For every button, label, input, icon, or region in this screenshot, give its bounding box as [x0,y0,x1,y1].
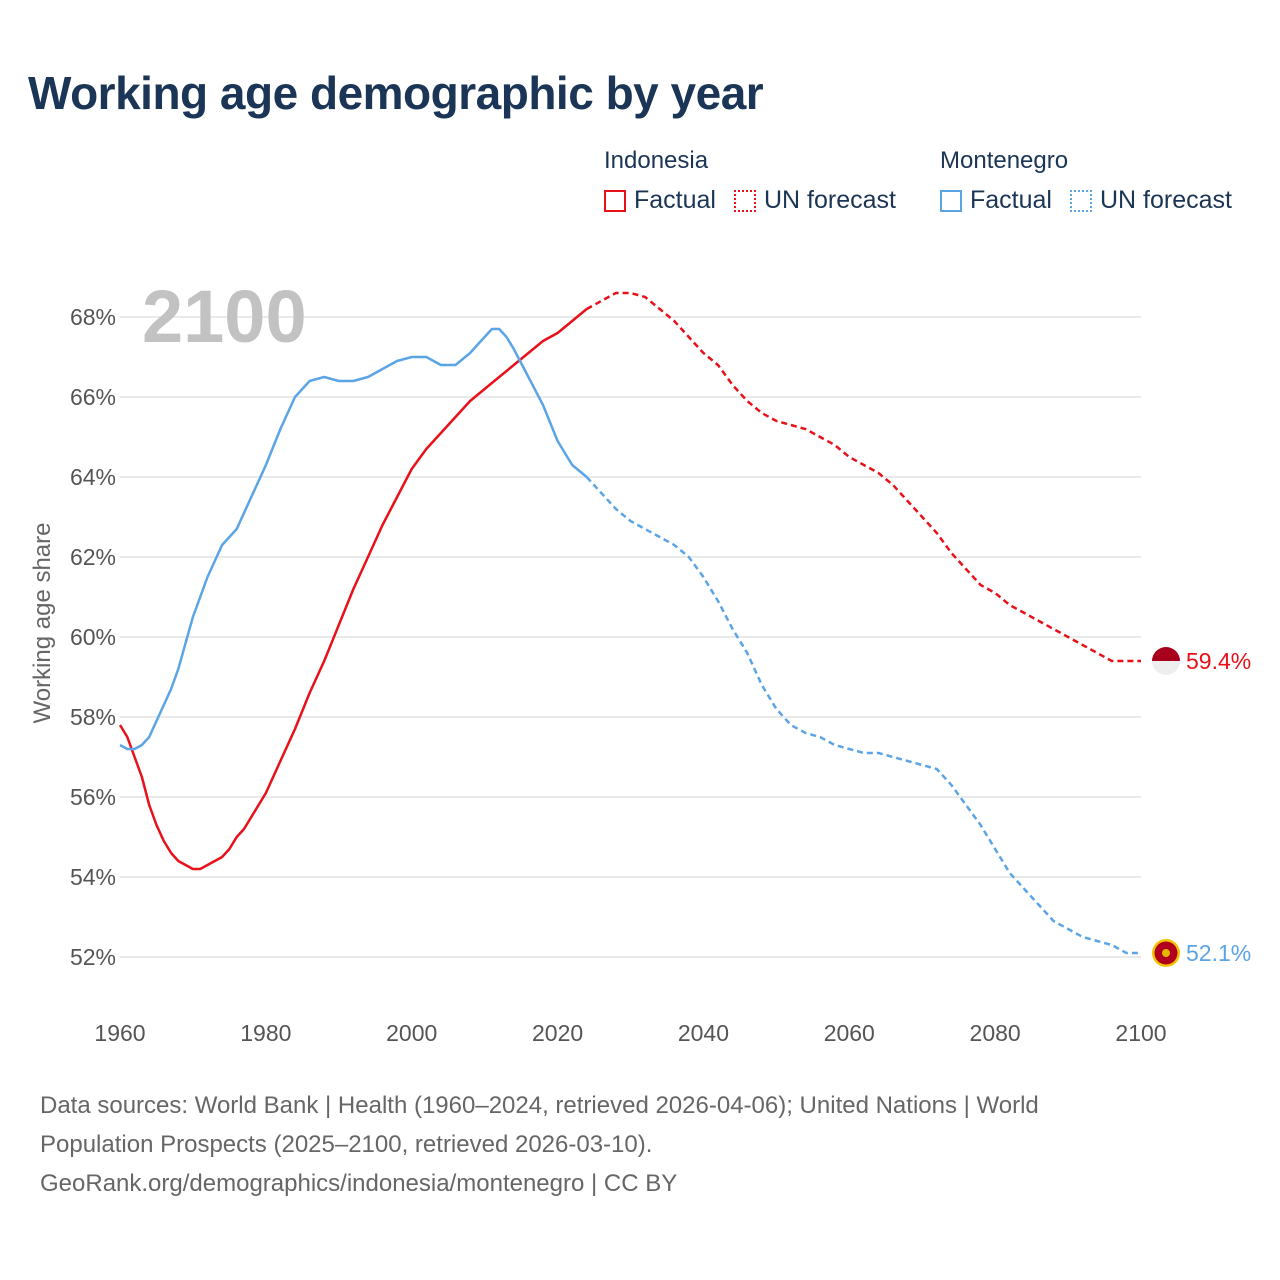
x-tick-label: 2000 [386,1020,437,1046]
x-tick-label: 2020 [532,1020,583,1046]
flag-emblem [1162,949,1170,957]
x-tick-label: 2100 [1115,1020,1166,1046]
y-axis-label: Working age share [29,523,56,724]
y-tick-label: 62% [70,544,116,570]
y-tick-label: 54% [70,864,116,890]
series-line-indonesia-factual[interactable] [118,308,588,871]
chart-title: Working age demographic by year [28,67,764,119]
legend-item-label: UN forecast [1099,186,1232,214]
indonesia-end-label: 59.4% [1186,648,1251,674]
series-line-indonesia-forecast[interactable] [586,291,1141,663]
factual-swatch-icon [940,189,962,212]
series-lines [118,291,1141,955]
x-tick-label: 2060 [824,1020,875,1046]
series-line-montenegro-forecast[interactable] [585,476,1141,955]
y-tick-label: 56% [70,784,116,810]
x-tick-label: 2040 [678,1020,729,1046]
line-chart: 2100 52% 54% 56% 58% 60% 62% 64% 66% 68% 1960 198… [29,275,1251,1046]
sources-line-1: Data sources: World Bank | Health (1960–… [40,1092,1039,1119]
montenegro-end-label: 52.1% [1186,940,1251,966]
series-line-montenegro-factual[interactable] [119,327,588,751]
sources-line-2: Population Prospects (2025–2100, retriev… [40,1131,653,1158]
y-axis-ticks: 52% 54% 56% 58% 60% 62% 64% 66% 68% [70,304,116,970]
data-sources: Data sources: World Bank | Health (1960–… [40,1086,1220,1203]
x-tick-label: 2080 [970,1020,1021,1046]
x-tick-label: 1960 [94,1020,145,1046]
sources-line-3[interactable]: GeoRank.org/demographics/indonesia/monte… [40,1170,678,1197]
year-overlay: 2100 [142,275,307,358]
factual-swatch-icon [604,189,626,212]
montenegro-flag-icon [1152,939,1180,967]
flag-top [1152,647,1180,661]
legend-group-name: Montenegro [940,147,1069,174]
y-tick-label: 60% [70,624,116,650]
x-axis-ticks: 1960 1980 2000 2020 2040 2060 2080 2100 [94,1020,1166,1046]
legend-item-indonesia-factual[interactable]: Factual [604,186,716,215]
forecast-swatch-icon [733,189,756,212]
y-tick-label: 58% [70,704,116,730]
legend-item-indonesia-forecast[interactable]: UN forecast [733,186,896,215]
y-tick-label: 52% [70,944,116,970]
legend-indonesia: Indonesia Factual UN forecast [604,144,914,215]
forecast-swatch-icon [1069,189,1092,212]
y-tick-label: 66% [70,384,116,410]
y-tick-label: 68% [70,304,116,330]
legend-item-montenegro-forecast[interactable]: UN forecast [1069,186,1232,215]
y-tick-label: 64% [70,464,116,490]
end-markers: 59.4% 52.1% [1152,647,1251,967]
legend-montenegro: Montenegro Factual UN forecast [940,144,1250,215]
gridlines [120,316,1141,958]
legend-item-label: Factual [634,186,716,214]
x-tick-label: 1980 [240,1020,291,1046]
legend-item-montenegro-factual[interactable]: Factual [940,186,1052,215]
legend-group-name: Indonesia [604,147,709,174]
legend-item-label: UN forecast [763,186,896,214]
indonesia-flag-icon [1152,647,1180,675]
legend-item-label: Factual [970,186,1052,214]
